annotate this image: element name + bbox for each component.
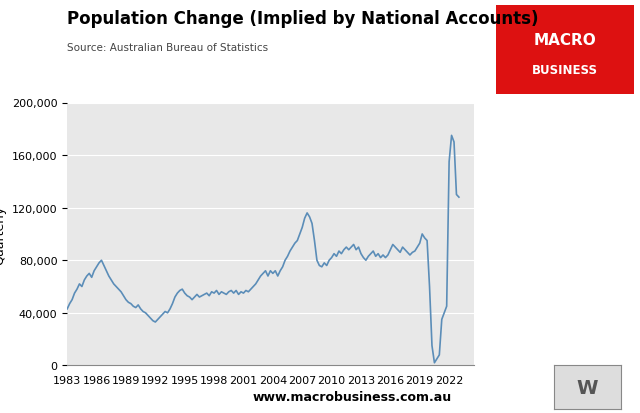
- Text: Source: Australian Bureau of Statistics: Source: Australian Bureau of Statistics: [67, 43, 268, 53]
- Y-axis label: Quarterly: Quarterly: [0, 205, 6, 264]
- Text: Population Change (Implied by National Accounts): Population Change (Implied by National A…: [67, 10, 539, 28]
- Text: MACRO: MACRO: [533, 33, 596, 47]
- Text: W: W: [577, 378, 598, 396]
- Text: www.macrobusiness.com.au: www.macrobusiness.com.au: [252, 390, 452, 403]
- Text: BUSINESS: BUSINESS: [532, 64, 598, 77]
